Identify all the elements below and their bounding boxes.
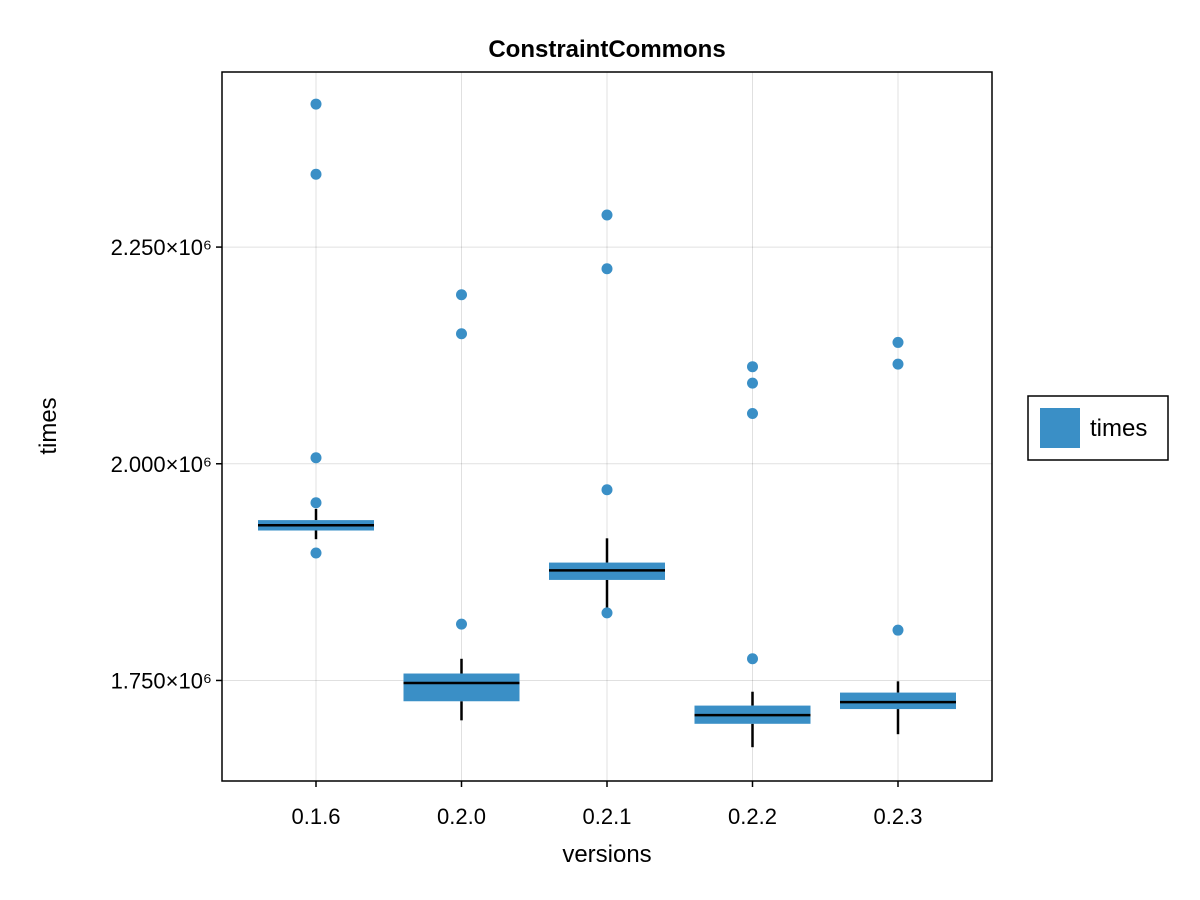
box-group-0.1.6: [258, 98, 374, 559]
outlier-point: [310, 168, 322, 180]
outlier-point: [310, 452, 322, 464]
x-axis-ticks: 0.1.6 0.2.0 0.2.1 0.2.2 0.2.3: [292, 781, 923, 829]
outlier-point: [456, 328, 467, 340]
y-tick-label: 2.250×10⁶: [111, 235, 212, 260]
outlier-point: [747, 407, 758, 419]
outlier-point: [892, 336, 904, 348]
outlier-point: [747, 361, 758, 373]
plot-area: [258, 98, 956, 748]
outlier-point: [601, 484, 613, 496]
outlier-point: [601, 209, 613, 221]
outlier-point: [456, 289, 467, 301]
outlier-point: [892, 624, 904, 636]
y-axis-label: times: [35, 397, 62, 454]
outlier-point: [601, 607, 613, 619]
outlier-point: [892, 358, 904, 370]
outlier-point: [310, 98, 322, 110]
outlier-point: [747, 653, 758, 665]
x-tick-label: 0.2.1: [583, 804, 632, 829]
outlier-point: [601, 263, 613, 275]
box-iqr: [840, 692, 956, 710]
outlier-point: [456, 618, 467, 630]
box-group-0.2.1: [549, 209, 665, 619]
box-group-0.2.3: [840, 336, 956, 735]
x-tick-label: 0.2.2: [728, 804, 777, 829]
box-group-0.2.2: [694, 361, 811, 748]
legend: times: [1027, 395, 1169, 461]
y-tick-label: 1.750×10⁶: [111, 668, 212, 693]
y-axis-ticks: 1.750×10⁶ 2.000×10⁶ 2.250×10⁶: [111, 235, 222, 693]
y-tick-label: 2.000×10⁶: [111, 452, 212, 477]
outlier-point: [310, 547, 322, 559]
x-axis-label: versions: [562, 841, 651, 868]
chart-title: ConstraintCommons: [488, 36, 725, 63]
x-tick-label: 0.2.3: [874, 804, 923, 829]
box-iqr: [403, 673, 520, 702]
legend-label: times: [1090, 415, 1147, 442]
x-tick-label: 0.2.0: [437, 804, 486, 829]
x-tick-label: 0.1.6: [292, 804, 341, 829]
grid-lines: [222, 72, 992, 781]
outlier-point: [747, 377, 758, 389]
box-group-0.2.0: [403, 289, 520, 721]
outlier-point: [310, 497, 322, 509]
legend-swatch: [1040, 408, 1080, 448]
